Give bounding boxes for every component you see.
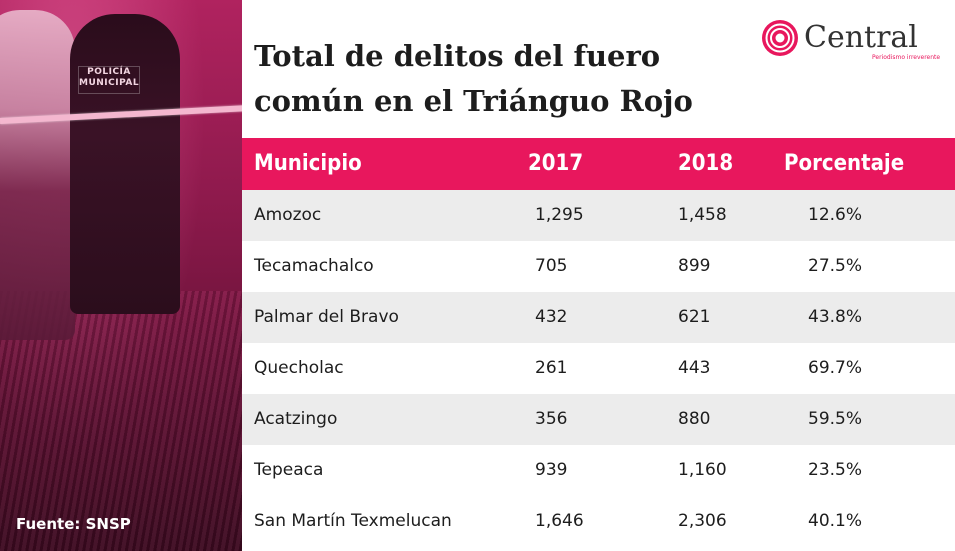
cell-2018: 1,160 (678, 460, 727, 480)
cell-porcentaje: 23.5% (808, 460, 863, 480)
table-header: Municipio 2017 2018 Porcentaje (242, 138, 955, 190)
table-row: Quecholac 261 443 69.7% (242, 343, 955, 394)
cell-2018: 899 (678, 256, 711, 276)
cell-porcentaje: 59.5% (808, 409, 863, 429)
patch-line-2: MUNICIPAL (79, 78, 140, 88)
patch-line-1: POLICÍA (87, 67, 131, 77)
header-municipio: Municipio (254, 151, 362, 176)
cell-municipio: Tecamachalco (254, 256, 374, 276)
cell-municipio: Acatzingo (254, 409, 338, 429)
title-line-1: Total de delitos del fuero (254, 39, 661, 73)
cell-municipio: Quecholac (254, 358, 344, 378)
cell-2018: 1,458 (678, 205, 727, 225)
officer-figure-right (70, 14, 180, 314)
table-row: Palmar del Bravo 432 621 43.8% (242, 292, 955, 343)
cell-porcentaje: 43.8% (808, 307, 863, 327)
cell-porcentaje: 40.1% (808, 511, 863, 531)
officer-figure-left (0, 10, 75, 340)
background-photo: POLICÍA MUNICIPAL (0, 0, 242, 551)
police-patch: POLICÍA MUNICIPAL (78, 66, 140, 94)
logo-tagline: Periodismo irreverente (872, 54, 941, 61)
cell-2017: 356 (535, 409, 568, 429)
cell-2017: 1,646 (535, 511, 584, 531)
cell-2018: 443 (678, 358, 711, 378)
cell-2018: 2,306 (678, 511, 727, 531)
central-logo-icon (762, 20, 798, 56)
cell-porcentaje: 12.6% (808, 205, 863, 225)
cell-municipio: San Martín Texmelucan (254, 511, 452, 531)
table-row: Tecamachalco 705 899 27.5% (242, 241, 955, 292)
header-porcentaje: Porcentaje (784, 151, 905, 176)
cell-2017: 705 (535, 256, 568, 276)
cell-2017: 1,295 (535, 205, 584, 225)
cell-2017: 939 (535, 460, 568, 480)
table-row: Amozoc 1,295 1,458 12.6% (242, 190, 955, 241)
table-row: San Martín Texmelucan 1,646 2,306 40.1% (242, 496, 955, 547)
cell-municipio: Tepeaca (254, 460, 324, 480)
logo-brand-text: Central (804, 20, 918, 55)
cell-municipio: Palmar del Bravo (254, 307, 399, 327)
cell-porcentaje: 69.7% (808, 358, 863, 378)
cell-2018: 880 (678, 409, 711, 429)
cell-2017: 432 (535, 307, 568, 327)
cell-2017: 261 (535, 358, 568, 378)
page-title: Total de delitos del fuero común en el T… (254, 34, 754, 124)
table-row: Tepeaca 939 1,160 23.5% (242, 445, 955, 496)
header-2017: 2017 (528, 151, 584, 176)
table-row: Acatzingo 356 880 59.5% (242, 394, 955, 445)
cell-porcentaje: 27.5% (808, 256, 863, 276)
crime-table: Municipio 2017 2018 Porcentaje Amozoc 1,… (242, 138, 955, 547)
central-logo: Central Periodismo irreverente (760, 18, 940, 62)
header-2018: 2018 (678, 151, 734, 176)
source-label: Fuente: SNSP (16, 515, 131, 533)
cell-municipio: Amozoc (254, 205, 322, 225)
cell-2018: 621 (678, 307, 711, 327)
title-line-2: común en el Triánguo Rojo (254, 84, 693, 118)
